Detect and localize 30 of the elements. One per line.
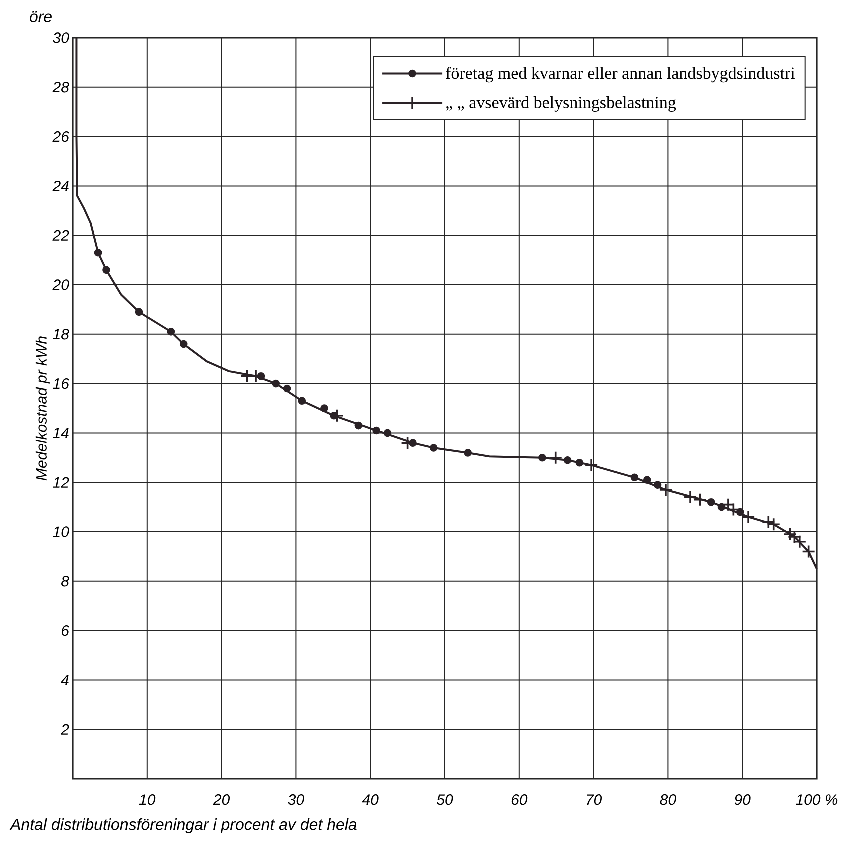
x-tick-label: 10 xyxy=(139,794,156,806)
y-tick-label: 14 xyxy=(53,428,69,438)
y-tick-label: 8 xyxy=(62,576,70,587)
y-tick-label: 28 xyxy=(52,82,70,93)
y-axis-title: Medelkostnad pr kWh xyxy=(36,336,50,481)
x-tick-label: 80 xyxy=(660,794,676,806)
legend-label: „ „ avsevärd belysningsbelastning xyxy=(446,96,676,112)
text: öre xyxy=(30,11,52,22)
y-tick-label: 30 xyxy=(53,32,70,44)
y-tick-label: 12 xyxy=(53,477,70,488)
y-tick-label: 22 xyxy=(52,230,70,241)
y-tick-label: 20 xyxy=(52,280,70,290)
y-tick-label: 4 xyxy=(61,675,69,686)
legend-label: företag med kvarnar eller annan landsbygdsindustri xyxy=(446,67,796,83)
y-tick-label: 18 xyxy=(53,329,70,340)
y-tick-label: 16 xyxy=(53,378,70,390)
x-tick-label: 60 xyxy=(512,794,528,806)
y-tick-label: 2 xyxy=(61,724,70,735)
x-tick-label: 70 xyxy=(587,794,602,806)
y-tick-label: 10 xyxy=(53,526,70,538)
x-tick-label: 30 xyxy=(288,794,304,806)
x-axis-title: Antal distributionsföreningar i procent av det hela xyxy=(10,818,357,834)
x-tick-label: 40 xyxy=(362,794,379,806)
x-tick-label: 50 xyxy=(436,794,454,806)
y-tick-label: 26 xyxy=(52,131,70,142)
y-tick-label: 24 xyxy=(52,180,69,192)
x-tick-label: 100 % xyxy=(796,794,838,806)
x-tick-label: 20 xyxy=(213,794,230,806)
y-tick-label: 6 xyxy=(62,625,70,636)
x-tick-label: 90 xyxy=(734,794,751,806)
